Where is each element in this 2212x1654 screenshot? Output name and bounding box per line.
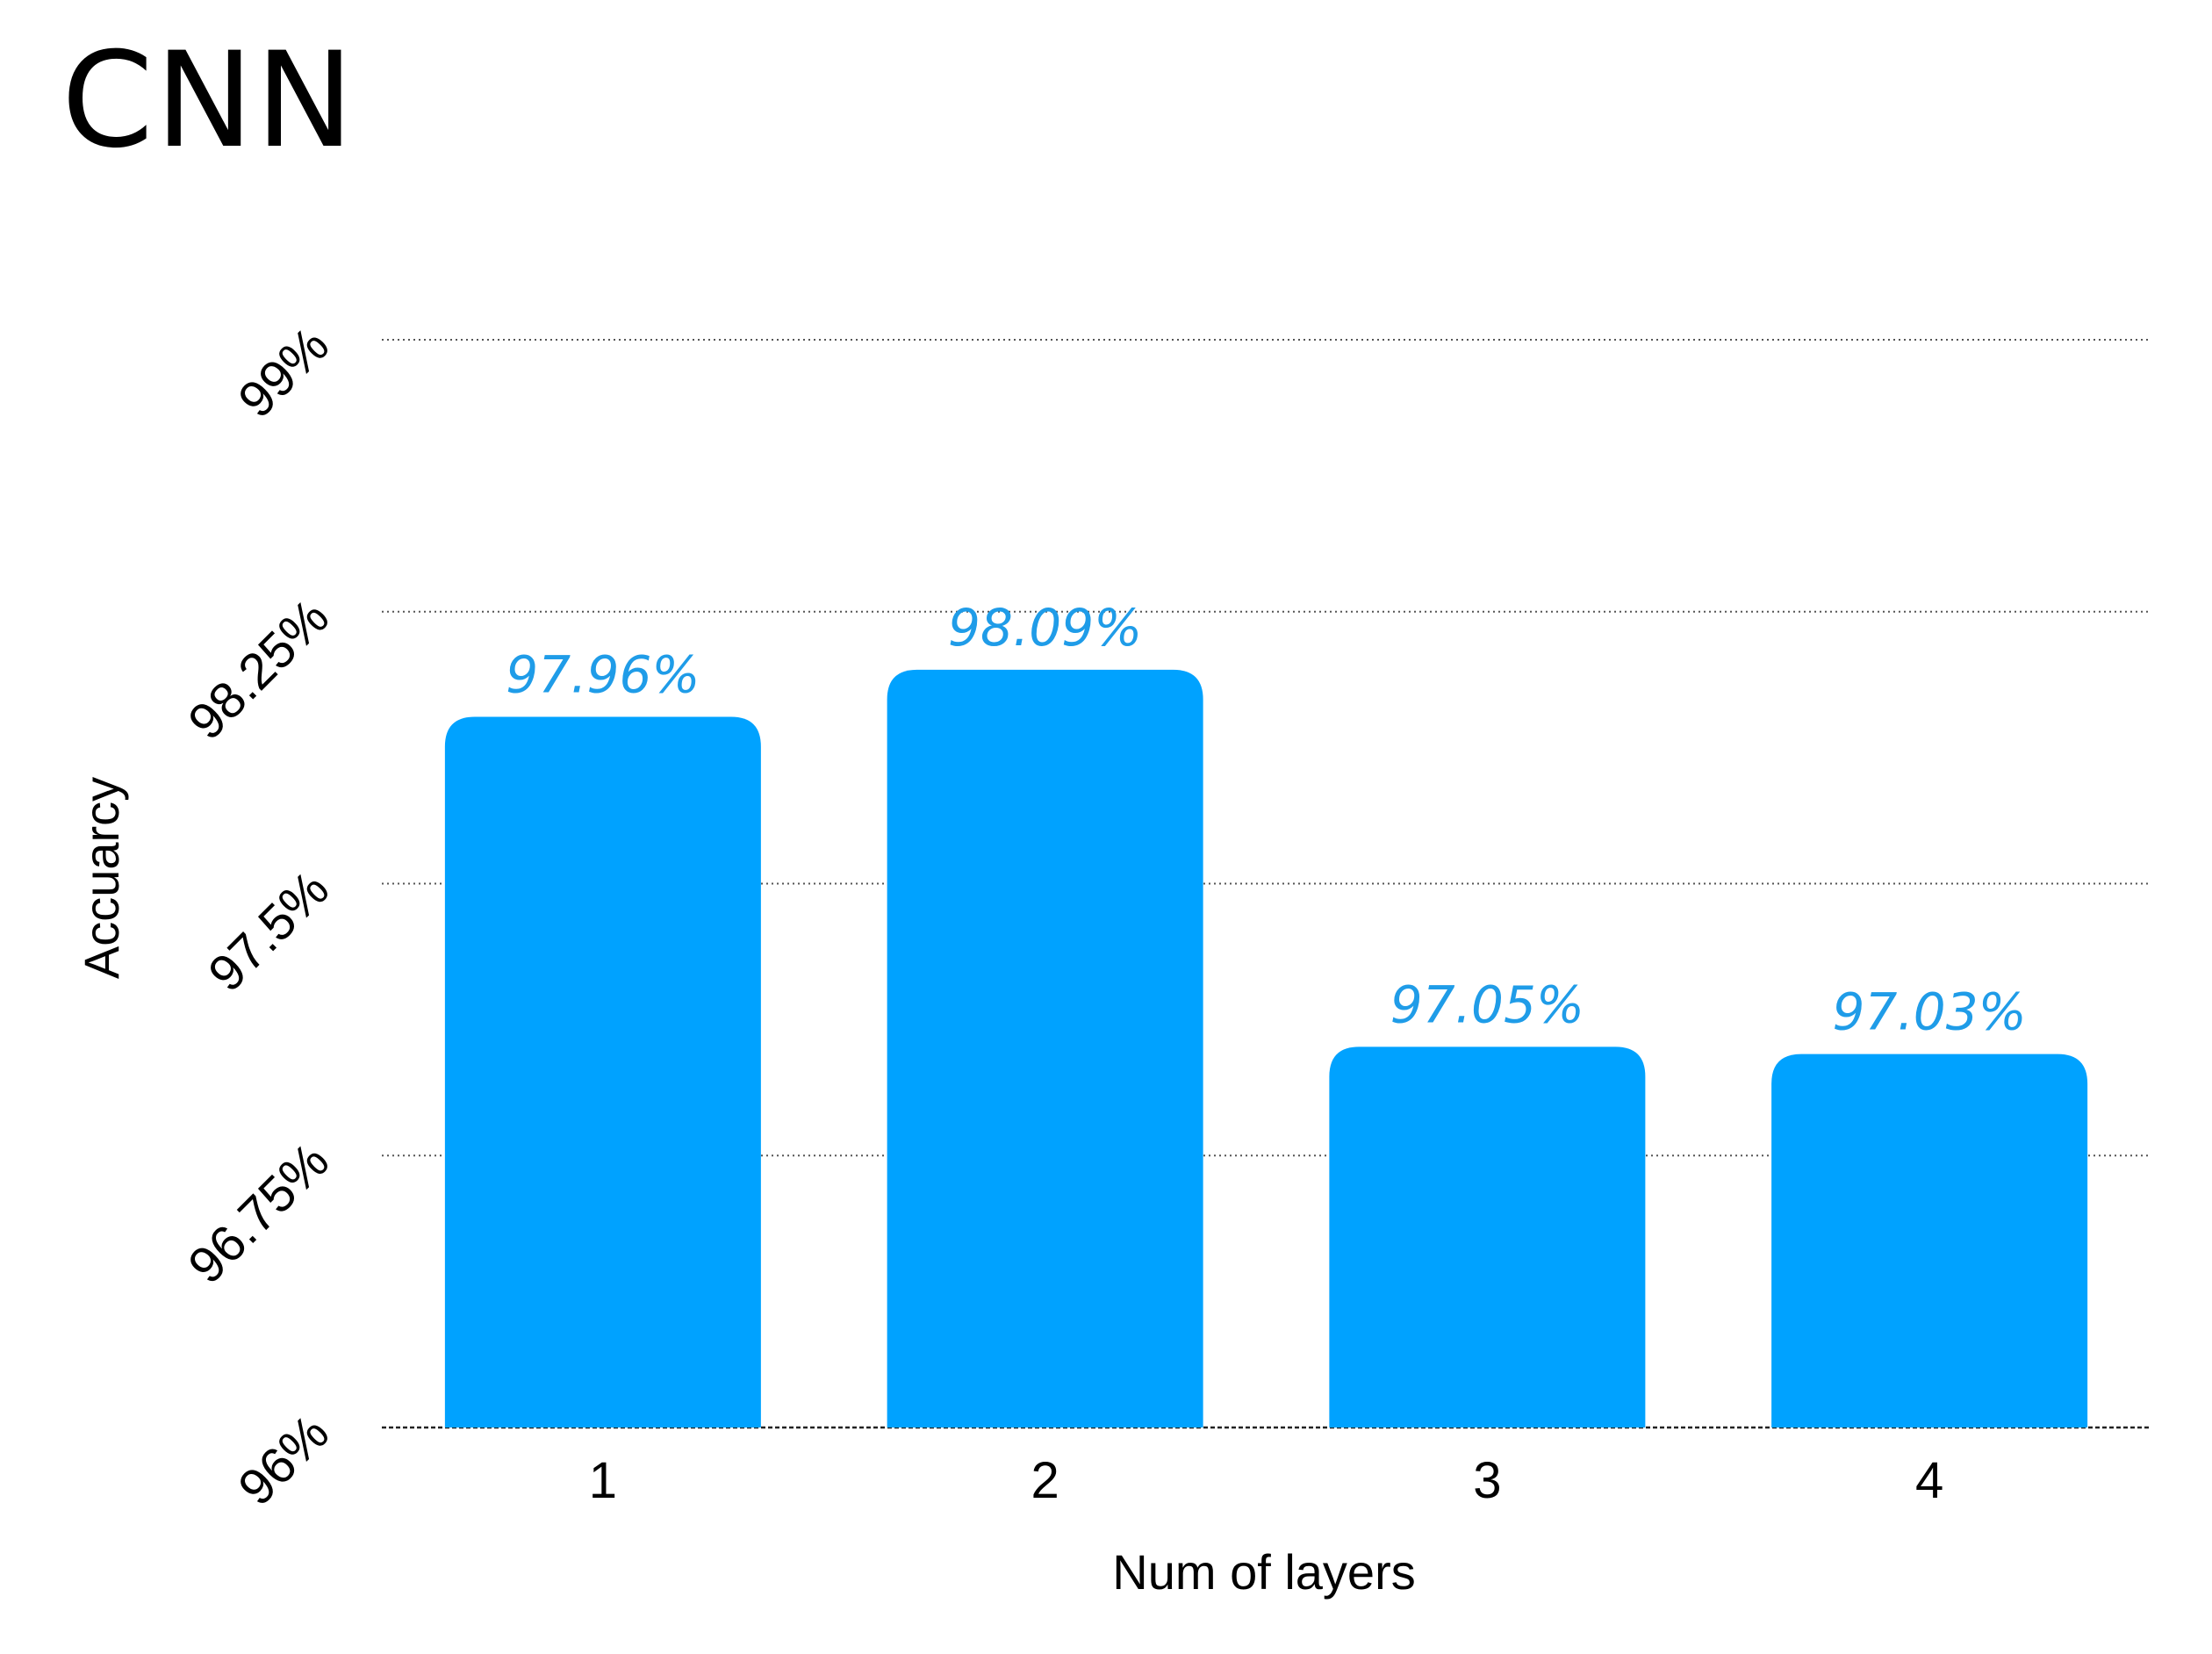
y-axis-tick-labels: 96% 96.75% 97.5% 98.25% 99%	[177, 316, 340, 1516]
x-tick-label: 4	[1915, 1452, 1943, 1509]
bar	[1771, 1054, 2088, 1427]
y-axis-title: Accuarcy	[74, 777, 129, 979]
bar-data-label: 97.96%	[506, 645, 700, 705]
bars	[444, 669, 2088, 1427]
x-axis-tick-labels: 1 2 3 4	[589, 1452, 1944, 1509]
page-title: CNN	[61, 25, 356, 177]
x-tick-label: 2	[1031, 1452, 1059, 1509]
y-tick-label: 96.75%	[177, 1132, 340, 1294]
x-tick-label: 3	[1473, 1452, 1501, 1509]
y-tick-label: 96%	[227, 1404, 340, 1516]
y-tick-label: 99%	[227, 316, 340, 428]
bar	[444, 716, 761, 1427]
x-tick-label: 1	[589, 1452, 617, 1509]
bar-data-label: 97.05%	[1390, 974, 1584, 1034]
x-axis-title: Num of layers	[1112, 1544, 1415, 1600]
bar-data-label: 97.03%	[1833, 982, 2027, 1042]
bar	[1329, 1046, 1646, 1427]
bar-data-label: 98.09%	[948, 598, 1142, 658]
data-labels: 97.96% 98.09% 97.05% 97.03%	[506, 598, 2026, 1042]
y-tick-label: 97.5%	[198, 860, 340, 1003]
bar	[887, 669, 1203, 1427]
y-tick-label: 98.25%	[177, 588, 340, 751]
